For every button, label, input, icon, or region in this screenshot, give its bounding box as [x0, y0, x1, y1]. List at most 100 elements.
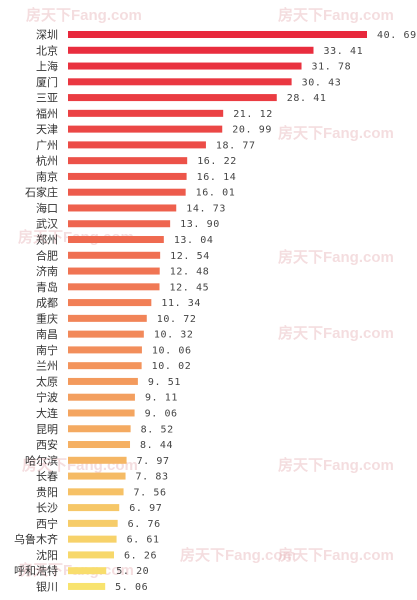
value-label: 12. 48: [170, 267, 210, 278]
value-label: 14. 73: [186, 203, 226, 214]
bar-31: [68, 519, 118, 527]
bar-4: [68, 94, 277, 102]
bar-18: [68, 314, 147, 322]
watermark-text: 房天下Fang.com: [278, 456, 394, 474]
category-label: 郑州: [36, 233, 58, 247]
value-label: 12. 45: [169, 282, 209, 293]
category-label: 厦门: [36, 75, 58, 89]
bar-30: [68, 504, 120, 512]
bar-11: [68, 204, 177, 212]
value-label: 10. 32: [154, 330, 194, 341]
watermark-layer: 房天下Fang.com 房天下Fang.com房天下Fang.com房天下Fang…: [18, 6, 394, 579]
bar-23: [68, 393, 135, 401]
category-label: 沈阳: [36, 548, 58, 562]
bar-27: [68, 456, 127, 464]
category-label: 天津: [36, 123, 58, 136]
category-label: 银川: [36, 579, 58, 593]
category-label: 西安: [36, 438, 58, 452]
value-label: 7. 83: [136, 472, 169, 483]
category-label: 呼和浩特: [14, 564, 58, 578]
category-label: 福州: [36, 106, 58, 120]
value-label: 6. 26: [124, 550, 157, 561]
watermark-text: 房天下Fang.com: [278, 324, 394, 342]
value-label: 33. 41: [324, 46, 364, 57]
category-label: 兰州: [36, 360, 58, 373]
value-label: 13. 04: [174, 235, 214, 246]
category-label: 乌鲁木齐: [14, 532, 58, 546]
value-label: 20. 99: [232, 125, 272, 136]
bar-5: [68, 109, 224, 117]
category-label: 南宁: [36, 343, 58, 357]
bar-8: [68, 157, 188, 165]
bar-6: [68, 125, 223, 133]
watermark-text: 房天下Fang.com: [26, 6, 142, 24]
value-label: 28. 41: [287, 93, 327, 104]
value-label: 9. 51: [148, 377, 181, 388]
bar-29: [68, 488, 124, 496]
bar-34: [68, 567, 107, 575]
bar-15: [68, 267, 160, 275]
category-label: 合肥: [36, 248, 58, 262]
value-label: 6. 97: [129, 503, 162, 514]
value-label: 6. 61: [127, 535, 160, 546]
bar-14: [68, 251, 161, 259]
category-label: 西宁: [36, 516, 58, 530]
category-labels-group: 深圳北京上海厦门三亚福州天津广州杭州南京石家庄海口武汉郑州合肥济南青岛成都重庆南…: [14, 29, 58, 594]
bar-25: [68, 425, 131, 433]
bar-7: [68, 141, 206, 149]
watermark-text: 房天下Fang.com: [278, 248, 394, 266]
bar-17: [68, 299, 152, 307]
category-label: 哈尔滨: [25, 453, 58, 467]
category-label: 杭州: [36, 154, 58, 168]
bar-9: [68, 172, 187, 180]
bar-24: [68, 409, 135, 417]
category-label: 重庆: [36, 311, 58, 325]
value-label: 10. 02: [152, 361, 192, 372]
value-label: 18. 77: [216, 140, 256, 151]
bar-20: [68, 346, 142, 354]
value-label: 16. 01: [196, 188, 236, 199]
category-label: 石家庄: [25, 185, 58, 199]
watermark-text: 房天下Fang.com: [278, 124, 394, 142]
bar-10: [68, 188, 186, 196]
bar-22: [68, 377, 138, 385]
bar-28: [68, 472, 126, 480]
value-label: 30. 43: [302, 77, 342, 88]
value-labels-group: 40. 69 33. 41 31. 78 30. 43 28. 41 21. 12 20. …: [115, 30, 417, 593]
category-label: 南京: [36, 169, 58, 183]
watermark-text: 房天下Fang.com: [278, 546, 394, 564]
value-label: 16. 22: [197, 156, 237, 167]
value-label: 21. 12: [233, 109, 273, 120]
bars-group: [68, 31, 367, 590]
category-label: 长春: [36, 470, 58, 483]
bar-3: [68, 78, 292, 86]
watermark-text: 房天下Fang.com: [180, 546, 296, 564]
category-label: 长沙: [36, 502, 58, 515]
value-label: 40. 69: [377, 30, 417, 41]
bar-19: [68, 330, 144, 338]
value-label: 5. 20: [116, 566, 149, 577]
category-label: 成都: [36, 297, 58, 310]
bar-33: [68, 551, 114, 559]
category-label: 宁波: [36, 390, 58, 404]
value-label: 16. 14: [197, 172, 237, 183]
value-label: 10. 72: [157, 314, 197, 325]
bar-13: [68, 236, 164, 244]
category-label: 青岛: [36, 280, 58, 294]
bar-0: [68, 31, 367, 38]
value-label: 11. 34: [161, 298, 201, 309]
value-label: 13. 90: [180, 219, 220, 230]
watermark-text: 房天下Fang.com: [278, 6, 394, 24]
value-label: 9. 06: [145, 408, 178, 419]
bar-26: [68, 441, 131, 449]
category-label: 三亚: [36, 92, 58, 105]
category-label: 上海: [36, 59, 58, 73]
value-label: 7. 97: [137, 456, 170, 467]
bar-21: [68, 362, 142, 370]
category-label: 北京: [36, 43, 58, 57]
value-label: 8. 52: [141, 424, 174, 435]
value-label: 5. 06: [115, 582, 148, 593]
value-label: 31. 78: [312, 62, 352, 73]
value-label: 6. 76: [128, 519, 161, 530]
